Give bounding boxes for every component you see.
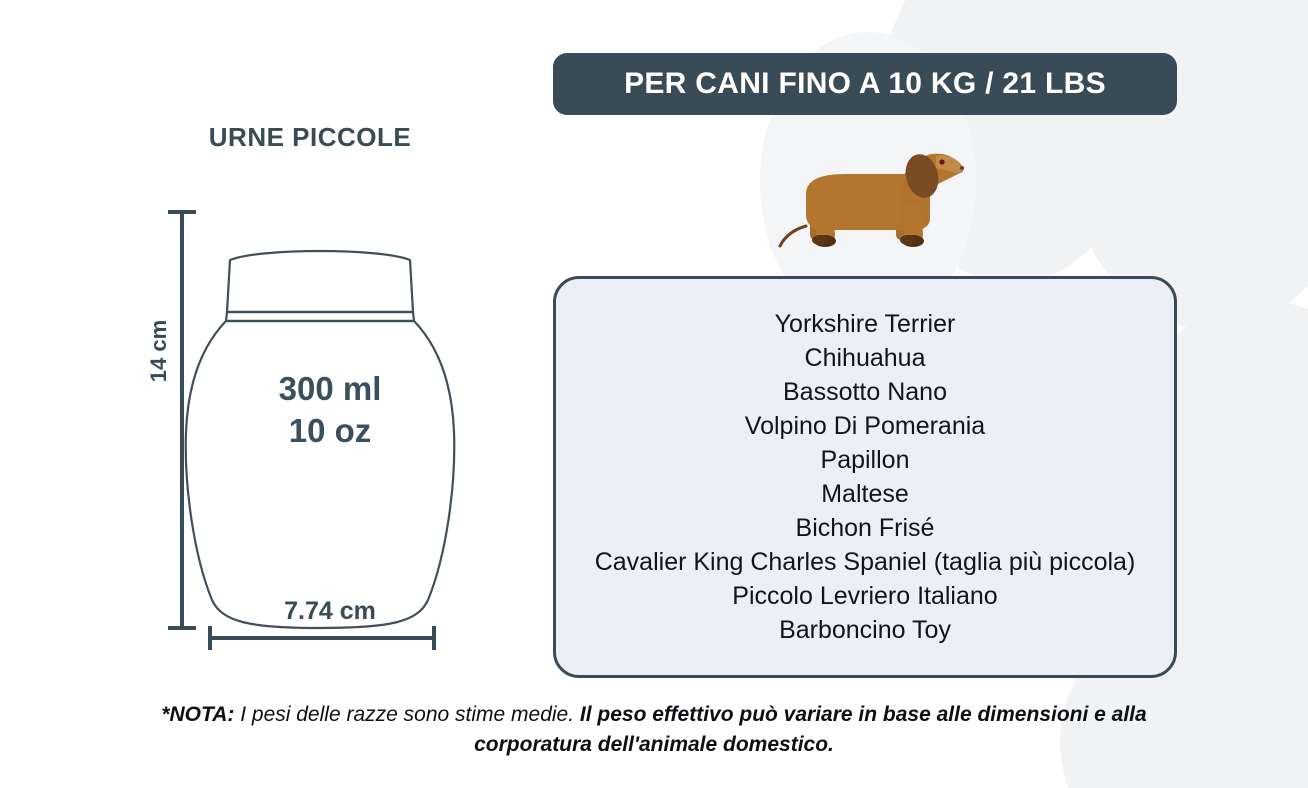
weight-badge: PER CANI FINO A 10 KG / 21 LBS xyxy=(553,53,1177,115)
list-item: Papillon xyxy=(820,446,910,474)
footnote: *NOTA: I pesi delle razze sono stime med… xyxy=(154,700,1154,760)
page-title: URNE PICCOLE xyxy=(208,122,412,152)
urn-volume-label: 300 ml 10 oz xyxy=(278,370,382,450)
list-item: Cavalier King Charles Spaniel (taglia pi… xyxy=(594,548,1136,576)
vertical-dimension-line-icon xyxy=(168,210,196,630)
list-item: Chihuahua xyxy=(804,344,926,372)
urn-drawing xyxy=(110,170,510,650)
list-item: Piccolo Levriero Italiano xyxy=(732,582,998,610)
list-item: Barboncino Toy xyxy=(779,616,951,644)
list-item: Bichon Frisé xyxy=(795,514,935,542)
list-item: Yorkshire Terrier xyxy=(774,310,956,338)
urn-outline-icon xyxy=(184,249,456,630)
weight-badge-label: PER CANI FINO A 10 KG / 21 LBS xyxy=(624,67,1106,100)
list-item: Volpino Di Pomerania xyxy=(744,412,986,440)
breed-list-card: Yorkshire Terrier Chihuahua Bassotto Nan… xyxy=(553,276,1177,678)
list-item: Bassotto Nano xyxy=(783,378,947,406)
urn-height-label: 14 cm xyxy=(146,319,172,383)
footnote-normal: I pesi delle razze sono stime medie. xyxy=(234,703,580,726)
list-item: Maltese xyxy=(821,480,909,508)
dachshund-illustration-icon xyxy=(776,134,966,254)
urn-diagram-panel: URNE PICCOLE xyxy=(110,110,510,650)
breed-list: Yorkshire Terrier Chihuahua Bassotto Nan… xyxy=(556,307,1174,647)
urn-width-label: 7.74 cm xyxy=(284,597,376,625)
horizontal-dimension-line-icon xyxy=(208,626,436,650)
footnote-emphasis: Il peso effettivo può variare in base al… xyxy=(474,703,1147,756)
footnote-prefix: *NOTA: xyxy=(161,703,235,726)
